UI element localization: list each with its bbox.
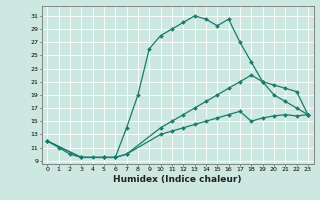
X-axis label: Humidex (Indice chaleur): Humidex (Indice chaleur) — [113, 175, 242, 184]
